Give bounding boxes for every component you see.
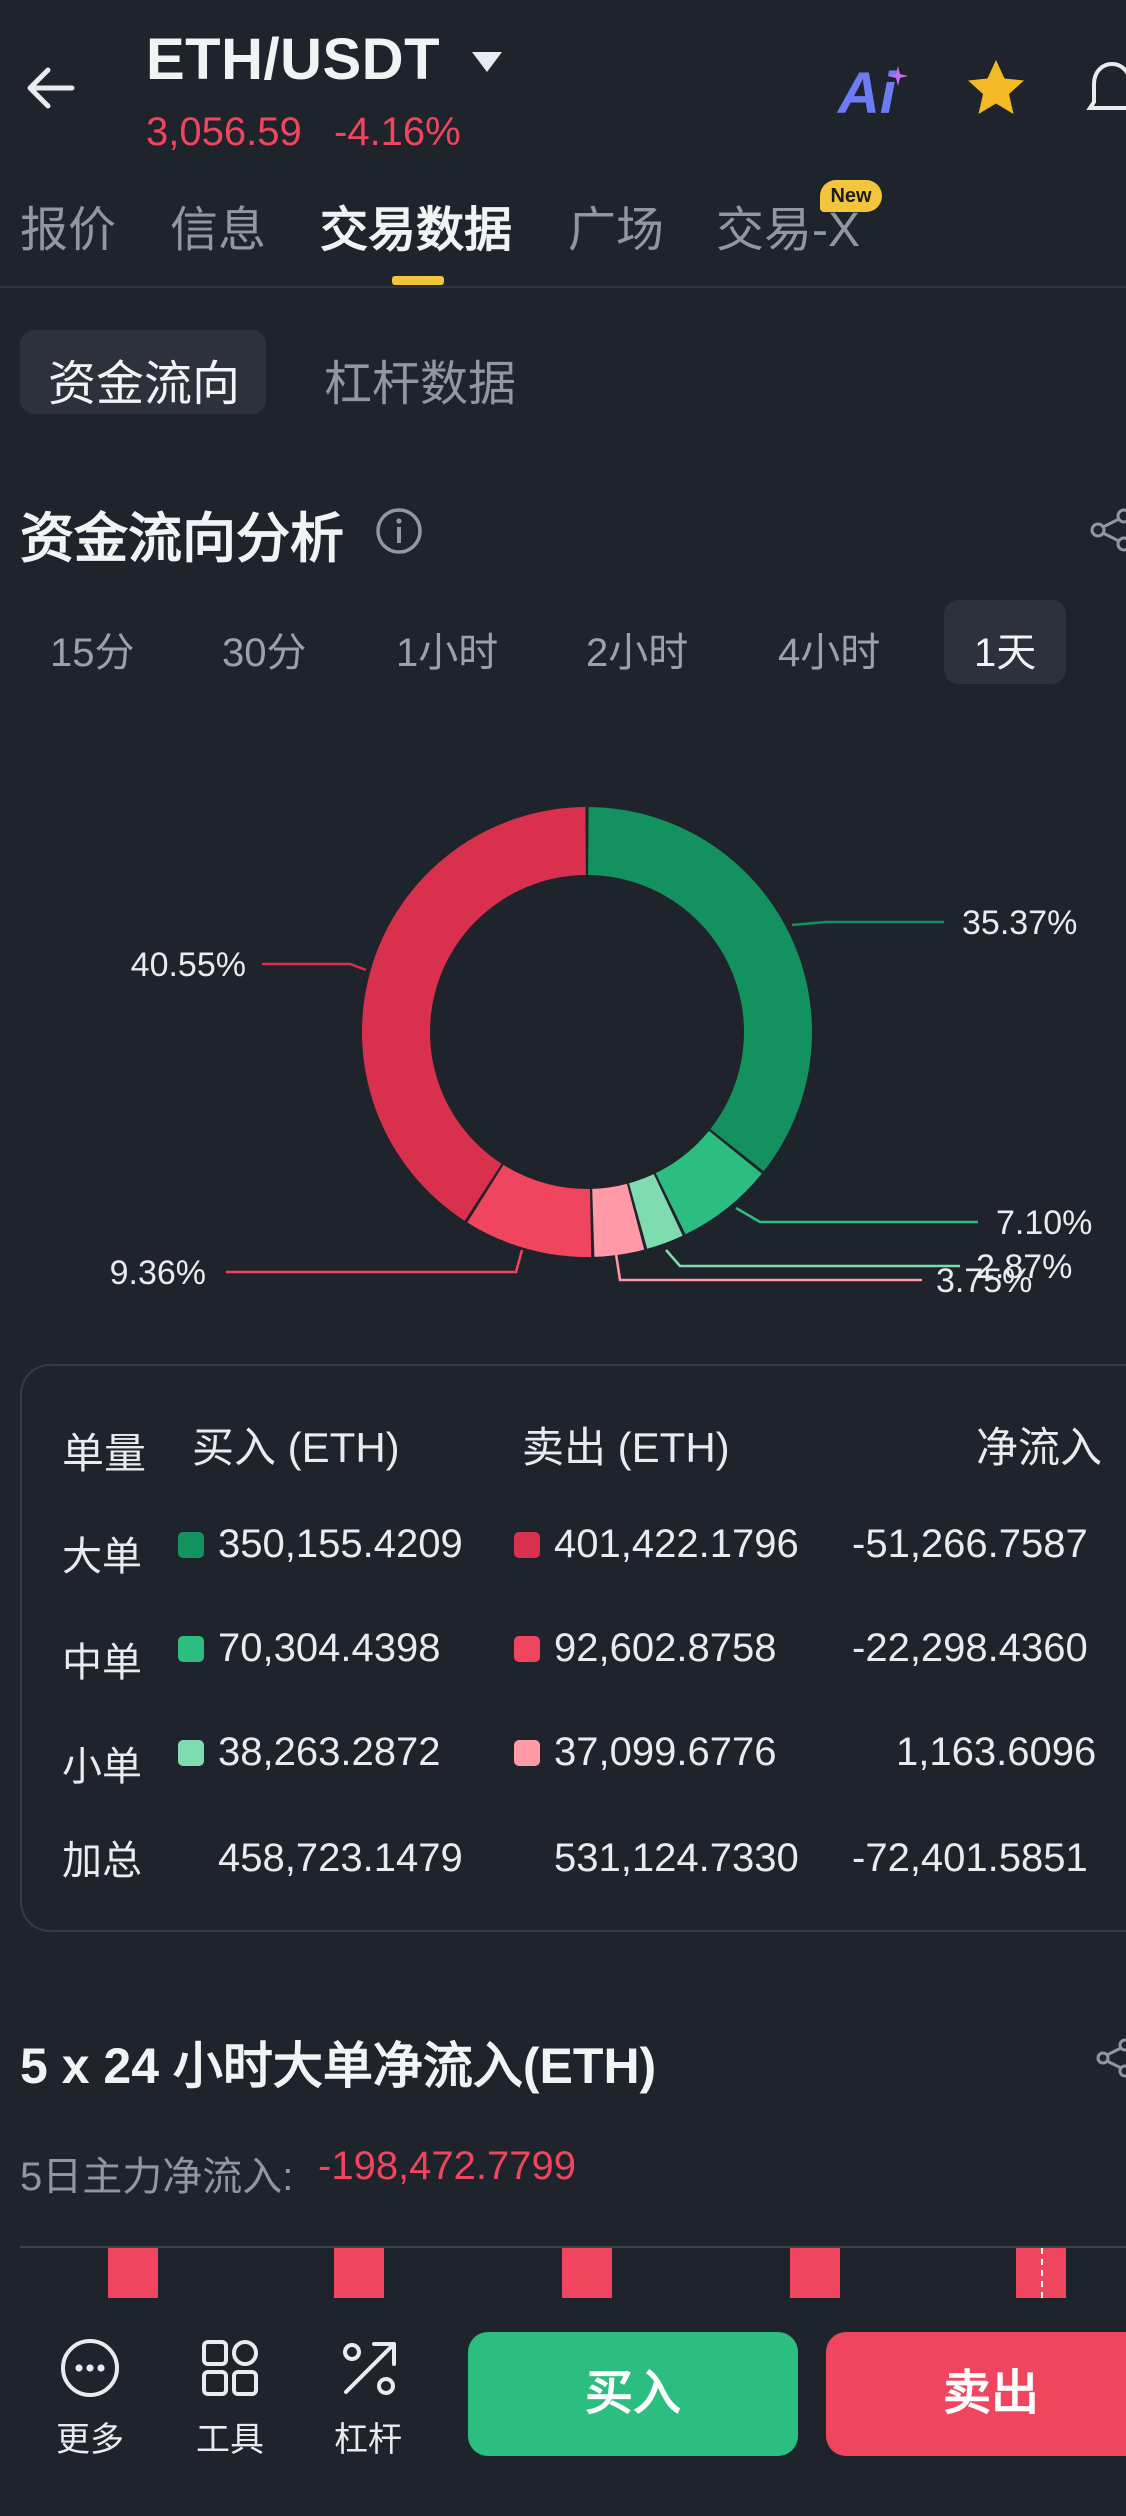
small-buy-value: 38,263.2872 [218,1730,441,1774]
price-change-percent: -4.16% [334,110,461,154]
total-net-value: -72,401.5851 [852,1836,1088,1880]
slice-percent-label: 35.37% [962,904,1077,942]
tools-icon[interactable] [198,2336,262,2400]
medium-buy-value: 70,304.4398 [218,1626,441,1670]
subtab-fund-flow[interactable]: 资金流向 [48,358,241,411]
favorite-star-icon[interactable] [964,56,1028,120]
large-order-net-inflow-title: 5 x 24 小时大单净流入(ETH) [20,2038,657,2094]
header-order-size: 单量 [62,1430,147,1477]
header-divider [0,286,1126,288]
medium-sell-value: 92,602.8758 [554,1626,777,1670]
donut-slice [592,1183,645,1257]
donut-slice [629,1174,683,1249]
large-sell-value: 401,422.1796 [554,1522,799,1566]
slice-percent-label: 40.55% [131,946,246,984]
info-icon[interactable] [374,506,424,556]
slice-leader-line [614,1253,922,1282]
back-arrow-icon[interactable] [22,58,82,118]
sparkle-icon [888,66,908,86]
slice-leader-line [262,962,367,972]
period-15m[interactable]: 15分 [50,631,135,675]
tab-square[interactable]: 广场 [568,204,665,257]
share-icon-2[interactable] [1096,2038,1126,2078]
slice-leader-line [791,920,944,927]
legend-small-sell [514,1740,540,1766]
legend-small-buy [178,1740,204,1766]
net-inflow-bar [562,2248,612,2298]
donut-slice [655,1130,762,1235]
tab-quotes[interactable]: 报价 [20,204,117,257]
fund-flow-donut-chart: 35.37% 7.10% 2.87%3.75% 9.36% 40.55% [110,807,1092,1300]
last-price: 3,056.59 [146,110,302,154]
tab-info[interactable]: 信息 [170,204,267,257]
section-title: 资金流向分析 [20,509,344,569]
crosshair-line [1041,2248,1043,2298]
donut-slice [467,1164,592,1257]
slice-percent-label: 3.75% [936,1262,1032,1300]
row-label-medium: 中单 [62,1641,142,1685]
large-buy-value: 350,155.4209 [218,1522,463,1566]
header-buy: 买入 (ETH) [192,1424,400,1471]
notification-bell-icon[interactable] [1086,56,1126,120]
row-label-total: 加总 [62,1839,142,1883]
leverage-icon[interactable] [338,2336,402,2400]
row-label-small: 小单 [62,1745,142,1789]
legend-large-sell [514,1532,540,1558]
medium-net-value: -22,298.4360 [852,1626,1088,1670]
legend-large-buy [178,1532,204,1558]
small-sell-value: 37,099.6776 [554,1730,777,1774]
period-30m[interactable]: 30分 [222,631,307,675]
net-inflow-bar [790,2248,840,2298]
net-inflow-bar [108,2248,158,2298]
period-2h[interactable]: 2小时 [586,631,689,675]
slice-percent-label: 9.36% [110,1254,206,1292]
total-sell-value: 531,124.7330 [554,1836,799,1880]
subtab-fund-flow-bg[interactable] [20,330,266,414]
row-label-large: 大单 [62,1535,142,1579]
share-icon[interactable] [1090,508,1126,552]
header-sell: 卖出 (ETH) [522,1424,730,1471]
subtab-leverage-data[interactable]: 杠杆数据 [324,358,517,411]
more-icon[interactable] [58,2336,122,2400]
sell-button[interactable]: 卖出 [826,2332,1126,2456]
caret-down-icon[interactable] [470,48,504,76]
legend-medium-sell [514,1636,540,1662]
slice-percent-label: 7.10% [996,1204,1092,1242]
fund-flow-table [20,1364,1126,1932]
period-4h[interactable]: 4小时 [778,631,881,675]
slice-leader-line [665,1249,960,1268]
buy-button[interactable]: 买入 [468,2332,798,2456]
donut-slice [362,807,586,1221]
slice-percent-label: 2.87% [976,1248,1072,1286]
small-net-value: 1,163.6096 [896,1730,1097,1774]
donut-slice [588,807,813,1172]
tab-trading-data[interactable]: 交易数据 [320,204,513,257]
period-1h[interactable]: 1小时 [396,631,499,675]
active-tab-indicator [392,276,444,285]
five-day-net-inflow-value: -198,472.7799 [318,2144,577,2188]
net-inflow-bar [334,2248,384,2298]
total-buy-value: 458,723.1479 [218,1836,463,1880]
legend-medium-buy [178,1636,204,1662]
ai-assistant-icon[interactable]: Ai [838,61,896,126]
slice-leader-line [226,1249,524,1274]
bar-chart-axis [20,2246,1126,2248]
five-day-net-inflow-label: 5日主力净流入: [20,2155,294,2199]
more-label[interactable]: 更多 [56,2421,124,2459]
leverage-label[interactable]: 杠杆 [334,2421,402,2459]
period-1d[interactable]: 1天 [974,631,1037,675]
new-badge: New [820,180,882,212]
tab-trading-x[interactable]: 交易-X [716,204,861,257]
header-net-inflow: 净流入 [976,1424,1103,1471]
slice-leader-line [735,1206,978,1224]
tools-label[interactable]: 工具 [196,2421,264,2459]
trading-pair-title[interactable]: ETH/USDT [146,27,440,92]
large-net-value: -51,266.7587 [852,1522,1088,1566]
period-active-bg[interactable] [944,600,1066,684]
